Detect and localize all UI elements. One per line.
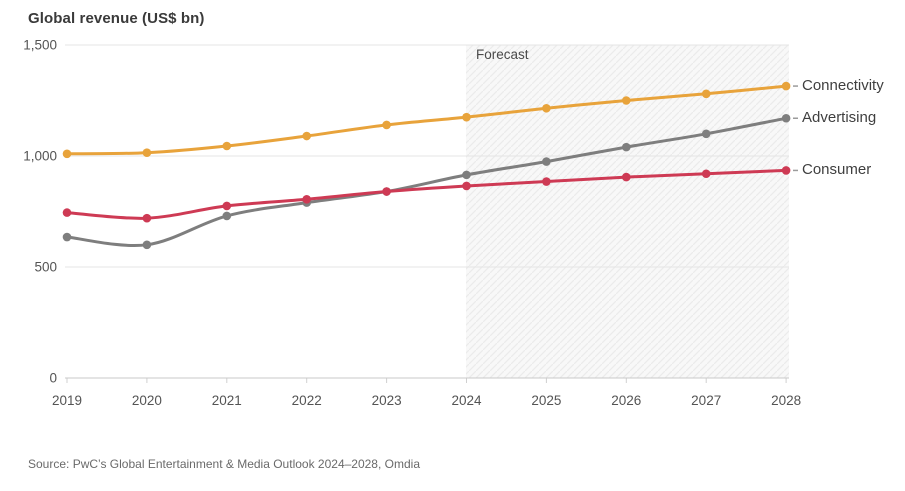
x-tick-label: 2026 bbox=[611, 393, 641, 408]
series-label-connectivity: Connectivity bbox=[802, 77, 884, 95]
y-tick-label: 1,000 bbox=[23, 149, 57, 164]
series-line-connectivity bbox=[65, 84, 788, 156]
x-tick-label: 2024 bbox=[451, 393, 482, 408]
data-point-connectivity-2019 bbox=[62, 149, 72, 159]
chart-title: Global revenue (US$ bn) bbox=[28, 10, 205, 27]
forecast-label: Forecast bbox=[476, 47, 529, 62]
data-point-consumer-2023 bbox=[382, 187, 391, 196]
x-tick-label: 2020 bbox=[132, 393, 162, 408]
data-point-connectivity-2021 bbox=[222, 141, 232, 151]
data-point-consumer-2026 bbox=[622, 172, 631, 182]
data-point-advertising-2028 bbox=[781, 113, 791, 123]
forecast-band bbox=[466, 45, 789, 378]
y-tick-label: 500 bbox=[34, 260, 57, 275]
data-point-consumer-2022 bbox=[302, 194, 312, 204]
data-point-connectivity-2024 bbox=[462, 112, 471, 122]
data-point-connectivity-2023 bbox=[382, 120, 391, 130]
series-label-advertising: Advertising bbox=[802, 109, 877, 127]
x-tick-label: 2027 bbox=[691, 393, 721, 408]
data-point-advertising-2021 bbox=[222, 211, 232, 221]
data-point-connectivity-2026 bbox=[622, 96, 631, 105]
data-point-advertising-2019 bbox=[62, 232, 72, 242]
data-point-connectivity-2022 bbox=[302, 131, 312, 141]
x-tick-label: 2025 bbox=[531, 393, 561, 408]
series-line-advertising bbox=[65, 116, 788, 247]
data-point-consumer-2020 bbox=[142, 213, 152, 223]
chart-area: 0 500 1,000 1,500 2019 2020 2021 2022 2023 2024 20… bbox=[23, 38, 884, 409]
data-point-consumer-2019 bbox=[62, 208, 72, 217]
data-point-connectivity-2020 bbox=[142, 148, 152, 157]
revenue-line-chart: 0 500 1,000 1,500 2019 2020 2021 2022 2023 2024 20… bbox=[23, 38, 801, 409]
data-point-consumer-2028 bbox=[781, 166, 791, 175]
data-point-advertising-2027 bbox=[701, 129, 711, 139]
data-point-consumer-2024 bbox=[462, 181, 471, 191]
data-point-advertising-2025 bbox=[542, 157, 551, 166]
data-point-consumer-2025 bbox=[542, 177, 551, 186]
data-point-advertising-2024 bbox=[462, 170, 471, 180]
y-tick-label: 0 bbox=[49, 371, 57, 386]
source-note: Source: PwC’s Global Entertainment & Med… bbox=[28, 457, 420, 471]
series-label-consumer: Consumer bbox=[802, 161, 872, 179]
data-point-connectivity-2028 bbox=[781, 81, 791, 91]
x-tick-label: 2023 bbox=[372, 393, 402, 408]
data-point-connectivity-2025 bbox=[542, 103, 551, 113]
y-tick-label: 1,500 bbox=[23, 38, 57, 53]
data-point-advertising-2020 bbox=[142, 240, 152, 250]
x-tick-label: 2019 bbox=[52, 393, 82, 408]
data-point-advertising-2026 bbox=[622, 142, 631, 152]
data-point-consumer-2021 bbox=[222, 201, 232, 211]
data-point-connectivity-2027 bbox=[701, 89, 711, 99]
data-point-consumer-2027 bbox=[701, 169, 711, 179]
x-tick-label: 2021 bbox=[212, 393, 242, 408]
x-tick-label: 2028 bbox=[771, 393, 801, 408]
x-tick-label: 2022 bbox=[292, 393, 322, 408]
series-line-consumer bbox=[65, 168, 788, 220]
